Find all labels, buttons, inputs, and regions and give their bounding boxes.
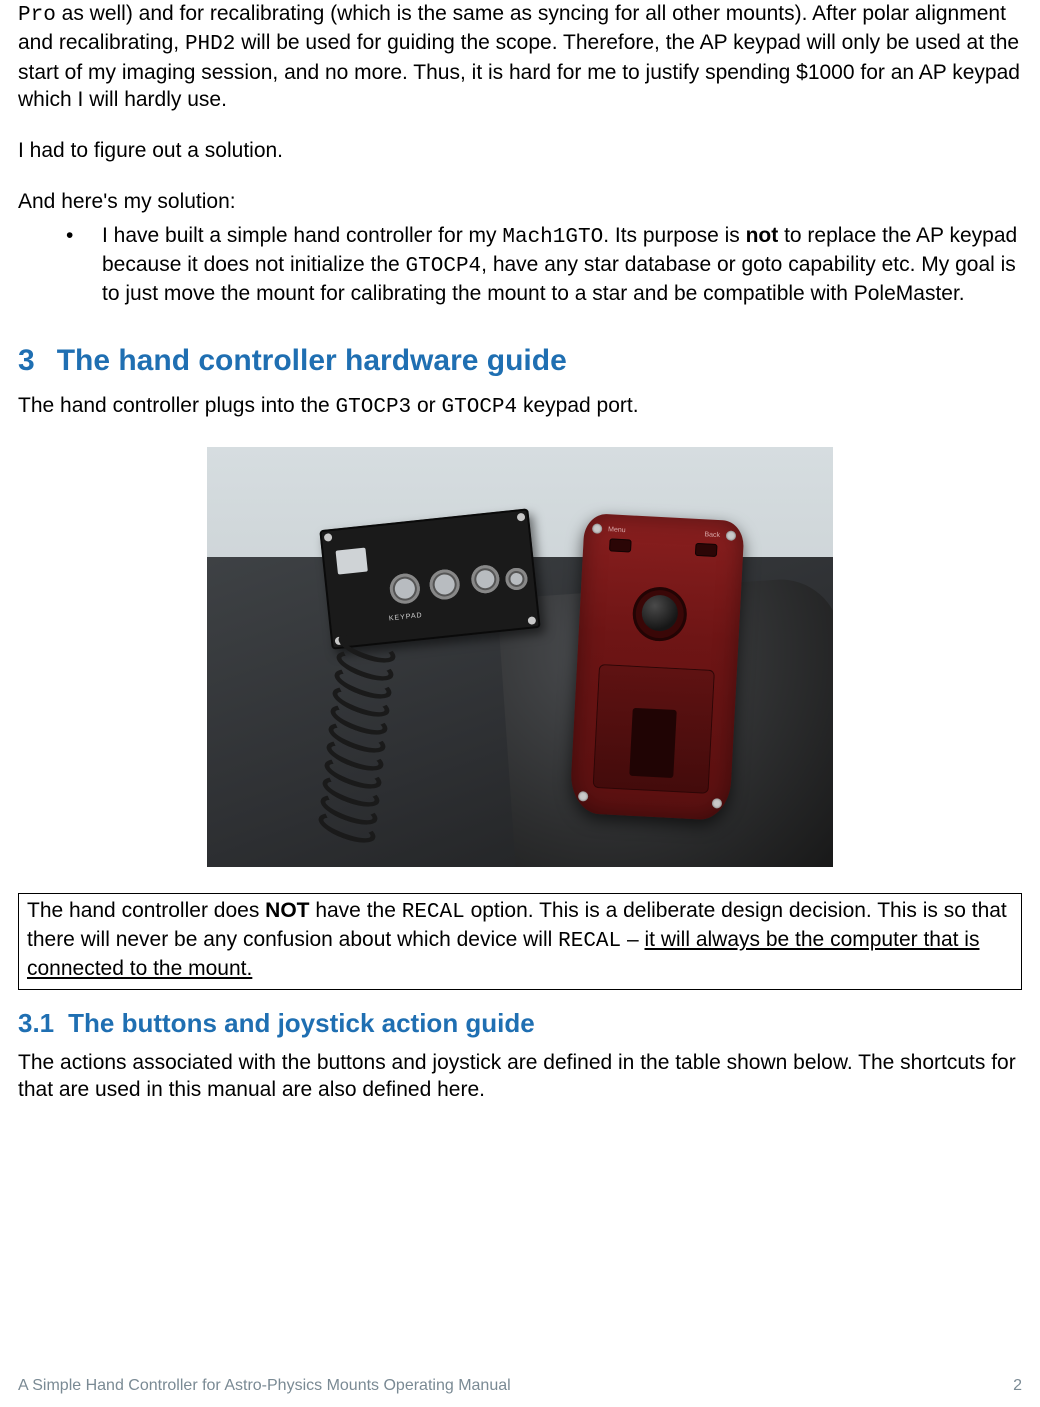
text-not: NOT xyxy=(265,899,309,922)
page: Pro as well) and for recalibrating (whic… xyxy=(0,0,1040,1407)
controller-menu-button-shape xyxy=(609,538,632,552)
controller-button-label-menu: Menu xyxy=(608,526,626,534)
paragraph-solution-lead: I had to figure out a solution. xyxy=(18,137,1022,164)
footer-title: A Simple Hand Controller for Astro-Physi… xyxy=(18,1377,511,1395)
text-gtocp4: GTOCP4 xyxy=(442,396,518,419)
text: have the xyxy=(309,899,401,922)
screw-icon xyxy=(726,530,737,541)
page-footer: A Simple Hand Controller for Astro-Physi… xyxy=(18,1377,1022,1395)
paragraph-solution-intro: And here's my solution: xyxy=(18,188,1022,215)
connector-port-icon xyxy=(470,564,501,595)
text-pro: Pro xyxy=(18,4,56,27)
rj-port-icon xyxy=(336,548,368,575)
gtocp-control-box: KEYPAD xyxy=(319,508,540,649)
controller-button-label-back: Back xyxy=(704,531,720,539)
text: – xyxy=(621,928,644,951)
section-number: 3 xyxy=(18,344,35,378)
connector-port-icon xyxy=(504,567,528,591)
hand-controller: Menu Back xyxy=(569,513,744,821)
text-gtocp3: GTOCP3 xyxy=(336,396,412,419)
screw-icon xyxy=(578,791,589,802)
text: . Its purpose is xyxy=(603,224,745,247)
text-recal: RECAL xyxy=(402,901,465,924)
text-recal: RECAL xyxy=(558,930,621,953)
paragraph-continuation: Pro as well) and for recalibrating (whic… xyxy=(18,0,1022,113)
subsection-number: 3.1 xyxy=(18,1008,54,1039)
text: The hand controller does xyxy=(27,899,265,922)
section-title: The hand controller hardware guide xyxy=(57,344,567,377)
text: I have built a simple hand controller fo… xyxy=(102,224,502,247)
connector-port-icon xyxy=(428,568,461,601)
text-mach1gto: Mach1GTO xyxy=(502,226,603,249)
controller-mcu-chip xyxy=(629,708,676,778)
coiled-cable xyxy=(317,637,427,867)
text-not: not xyxy=(746,224,779,247)
connector-port-icon xyxy=(388,572,421,605)
list-item: I have built a simple hand controller fo… xyxy=(66,222,1022,308)
screw-icon xyxy=(528,616,537,625)
text-phd2: PHD2 xyxy=(185,33,235,56)
text: The hand controller plugs into the xyxy=(18,394,336,417)
heading-section-3: 3 The hand controller hardware guide xyxy=(18,344,1022,378)
heading-section-3-1: 3.1 The buttons and joystick action guide xyxy=(18,1008,1022,1039)
controller-back-button-shape xyxy=(695,543,718,557)
screw-icon xyxy=(592,523,603,534)
text: keypad port. xyxy=(517,394,638,417)
text: or xyxy=(411,394,441,417)
section3-paragraph: The hand controller plugs into the GTOCP… xyxy=(18,392,1022,421)
screw-icon xyxy=(517,513,526,522)
note-box: The hand controller does NOT have the RE… xyxy=(18,893,1022,990)
text-gtocp4: GTOCP4 xyxy=(406,255,482,278)
footer-page-number: 2 xyxy=(1013,1377,1022,1395)
section3-1-paragraph: The actions associated with the buttons … xyxy=(18,1049,1022,1104)
solution-bullet-list: I have built a simple hand controller fo… xyxy=(18,222,1022,308)
hardware-photo: KEYPAD Menu Back xyxy=(207,447,833,867)
subsection-title: The buttons and joystick action guide xyxy=(68,1008,535,1038)
screw-icon xyxy=(712,798,723,809)
gtocp-port-label: KEYPAD xyxy=(389,612,423,623)
screw-icon xyxy=(324,533,333,542)
figure-container: KEYPAD Menu Back xyxy=(18,447,1022,867)
